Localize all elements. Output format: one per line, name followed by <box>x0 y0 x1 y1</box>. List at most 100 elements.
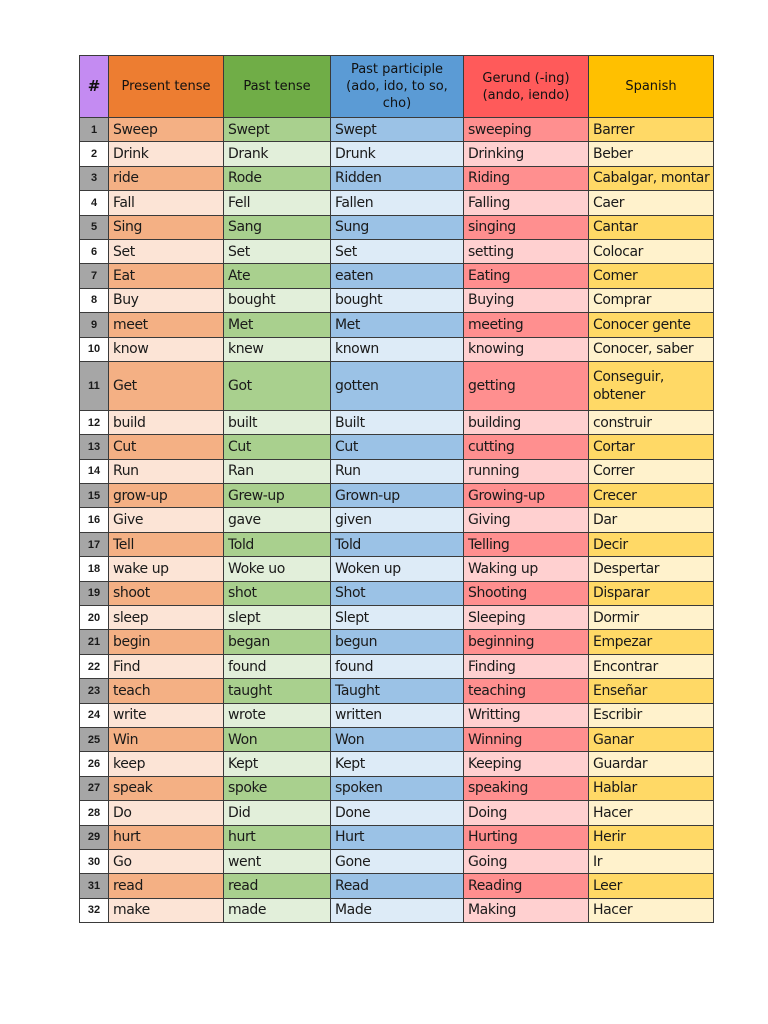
spanish-cell: Conseguir, obtener <box>588 360 714 411</box>
gerund-cell: meeting <box>463 312 589 338</box>
header-spanish: Spanish <box>588 55 714 118</box>
spanish-cell: Ir <box>588 848 714 875</box>
past-participle-cell: Woken up <box>330 556 464 582</box>
gerund-cell: Making <box>463 897 589 924</box>
present-tense-cell: build <box>108 409 224 436</box>
past-participle-cell: Read <box>330 873 464 899</box>
present-tense-cell: hurt <box>108 824 224 850</box>
table-body: 1 Sweep Swept Swept sweeping Barrer 2 Drink Dran… <box>79 116 714 924</box>
gerund-cell: cutting <box>463 434 589 460</box>
past-tense-cell: Ate <box>223 263 331 289</box>
gerund-cell: Doing <box>463 800 589 826</box>
verb-number-cell: 13 <box>79 434 109 460</box>
verb-number-cell: 1 <box>79 116 109 143</box>
past-tense-cell: Told <box>223 531 331 558</box>
gerund-cell: Shooting <box>463 580 589 607</box>
spanish-cell: Hacer <box>588 897 714 924</box>
past-tense-cell: bought <box>223 287 331 314</box>
gerund-cell: setting <box>463 238 589 265</box>
header-past-tense: Past tense <box>223 55 331 118</box>
table-row: 12 build built Built building construir <box>79 409 714 436</box>
spanish-cell: Guardar <box>588 751 714 777</box>
gerund-cell: Winning <box>463 726 589 753</box>
gerund-cell: Hurting <box>463 824 589 850</box>
verb-number-cell: 19 <box>79 580 109 607</box>
spanish-cell: Herir <box>588 824 714 850</box>
verb-number-cell: 22 <box>79 653 109 680</box>
past-tense-cell: went <box>223 848 331 875</box>
past-participle-cell: Built <box>330 409 464 436</box>
table-row: 14 Run Ran Run running Correr <box>79 458 714 485</box>
past-participle-cell: Told <box>330 531 464 558</box>
verb-number-cell: 26 <box>79 751 109 777</box>
gerund-cell: beginning <box>463 629 589 655</box>
verb-number-cell: 2 <box>79 141 109 167</box>
past-participle-cell: Sung <box>330 214 464 240</box>
verb-number-cell: 6 <box>79 238 109 265</box>
past-tense-cell: Drank <box>223 141 331 167</box>
verb-number-cell: 11 <box>79 360 109 411</box>
gerund-cell: Drinking <box>463 141 589 167</box>
table-row: 6 Set Set Set setting Colocar <box>79 238 714 265</box>
present-tense-cell: keep <box>108 751 224 777</box>
verb-number-cell: 15 <box>79 483 109 509</box>
past-participle-cell: Fallen <box>330 190 464 216</box>
spanish-cell: Conocer gente <box>588 312 714 338</box>
gerund-cell: building <box>463 409 589 436</box>
table-row: 26 keep Kept Kept Keeping Guardar <box>79 751 714 777</box>
verb-number-cell: 32 <box>79 897 109 924</box>
table-row: 13 Cut Cut Cut cutting Cortar <box>79 434 714 460</box>
present-tense-cell: speak <box>108 775 224 802</box>
table-row: 19 shoot shot Shot Shooting Disparar <box>79 580 714 607</box>
present-tense-cell: Buy <box>108 287 224 314</box>
past-participle-cell: eaten <box>330 263 464 289</box>
past-participle-cell: known <box>330 336 464 362</box>
gerund-cell: teaching <box>463 678 589 704</box>
table-row: 10 know knew known knowing Conocer, saber <box>79 336 714 362</box>
verb-number-cell: 4 <box>79 190 109 216</box>
spanish-cell: Hacer <box>588 800 714 826</box>
present-tense-cell: Drink <box>108 141 224 167</box>
header-past-participle: Past participle (ado, ido, to so, cho) <box>330 55 464 118</box>
past-participle-cell: spoken <box>330 775 464 802</box>
past-tense-cell: wrote <box>223 702 331 728</box>
past-tense-cell: Won <box>223 726 331 753</box>
present-tense-cell: know <box>108 336 224 362</box>
present-tense-cell: read <box>108 873 224 899</box>
past-participle-cell: Run <box>330 458 464 485</box>
table-row: 25 Win Won Won Winning Ganar <box>79 726 714 753</box>
header-number: # <box>79 55 109 118</box>
verb-number-cell: 8 <box>79 287 109 314</box>
header-row: # Present tense Past tense Past particip… <box>79 55 714 118</box>
table-row: 22 Find found found Finding Encontrar <box>79 653 714 680</box>
past-participle-cell: Made <box>330 897 464 924</box>
spanish-cell: Cortar <box>588 434 714 460</box>
present-tense-cell: Run <box>108 458 224 485</box>
gerund-cell: getting <box>463 360 589 411</box>
past-participle-cell: Cut <box>330 434 464 460</box>
gerund-cell: Reading <box>463 873 589 899</box>
gerund-cell: Writting <box>463 702 589 728</box>
spanish-cell: Conocer, saber <box>588 336 714 362</box>
table-row: 8 Buy bought bought Buying Comprar <box>79 287 714 314</box>
table-row: 29 hurt hurt Hurt Hurting Herir <box>79 824 714 850</box>
past-participle-cell: Drunk <box>330 141 464 167</box>
verb-number-cell: 3 <box>79 165 109 192</box>
past-tense-cell: Got <box>223 360 331 411</box>
past-tense-cell: Ran <box>223 458 331 485</box>
past-tense-cell: built <box>223 409 331 436</box>
past-participle-cell: Done <box>330 800 464 826</box>
verb-number-cell: 16 <box>79 507 109 533</box>
spanish-cell: Beber <box>588 141 714 167</box>
past-tense-cell: Swept <box>223 116 331 143</box>
present-tense-cell: grow-up <box>108 483 224 509</box>
spanish-cell: Comprar <box>588 287 714 314</box>
past-participle-cell: Grown-up <box>330 483 464 509</box>
past-tense-cell: read <box>223 873 331 899</box>
past-tense-cell: Kept <box>223 751 331 777</box>
past-tense-cell: began <box>223 629 331 655</box>
irregular-verbs-table: # Present tense Past tense Past particip… <box>79 55 714 924</box>
verb-number-cell: 10 <box>79 336 109 362</box>
present-tense-cell: teach <box>108 678 224 704</box>
past-participle-cell: Slept <box>330 605 464 631</box>
